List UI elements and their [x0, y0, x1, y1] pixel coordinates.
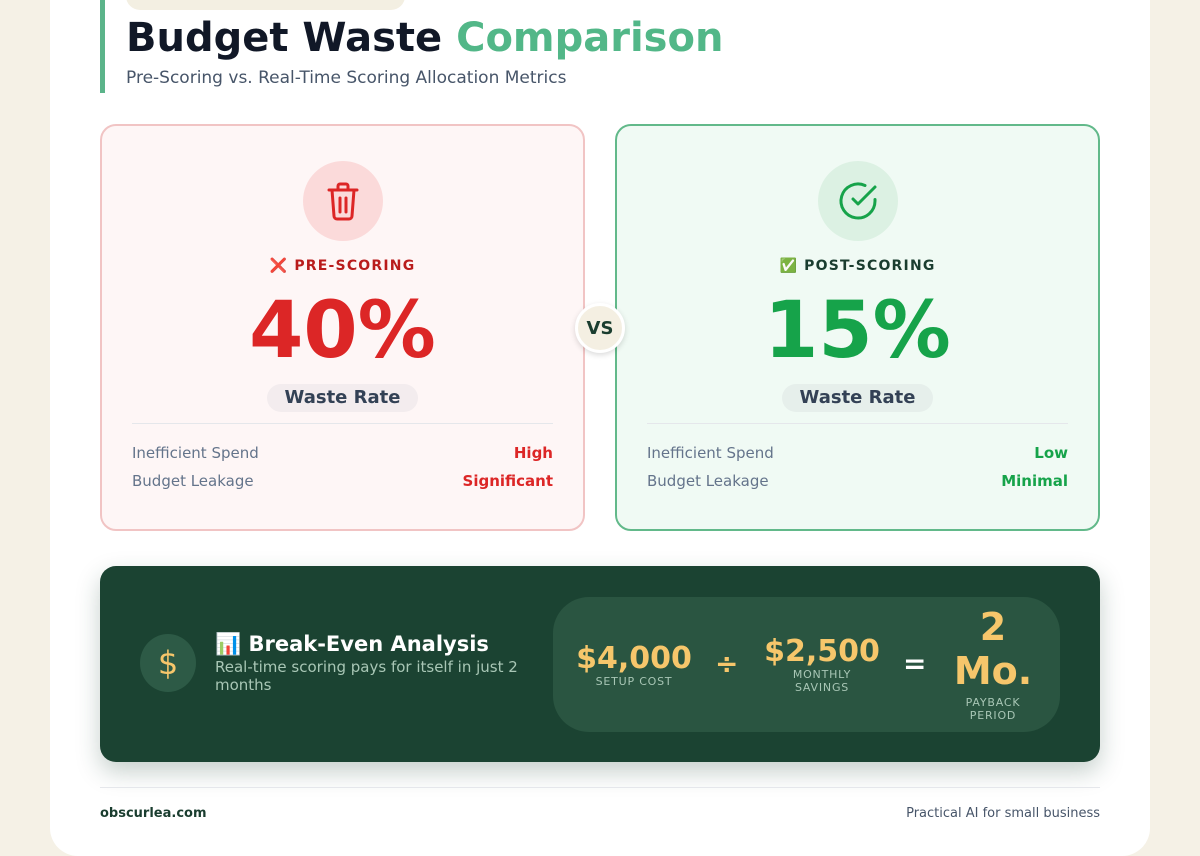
- divider: [132, 423, 553, 424]
- break-even-title: 📊 Break-Even Analysis: [215, 632, 489, 656]
- metric-row: Inefficient Spend High: [132, 444, 553, 462]
- metric-value: Significant: [462, 472, 553, 490]
- post-scoring-label: ✅ POST-SCORING: [779, 258, 936, 274]
- payback-value: 2 Mo.: [953, 605, 1033, 693]
- page-title: Budget Waste Comparison: [126, 14, 723, 62]
- title-accent: Comparison: [456, 15, 724, 61]
- footer-divider: [100, 787, 1100, 788]
- post-scoring-card: ✅ POST-SCORING 15% Waste Rate Inefficien…: [615, 124, 1100, 531]
- vs-badge: VS: [575, 303, 625, 353]
- metric-key: Inefficient Spend: [132, 444, 259, 462]
- metric-key: Budget Leakage: [647, 472, 769, 490]
- monthly-savings-caption: MONTHLY SAVINGS: [792, 668, 852, 694]
- payback-caption: PAYBACK PERIOD: [965, 696, 1021, 722]
- pre-waste-value: 40%: [249, 286, 436, 376]
- eyebrow-badge: ⚡ ALLOCATION INTELLIGENCE: [126, 0, 405, 10]
- trash-icon: [303, 161, 383, 241]
- setup-cost-caption: SETUP COST: [595, 675, 673, 688]
- metric-value: Minimal: [1001, 472, 1068, 490]
- equals-icon: =: [903, 647, 927, 680]
- metric-value: Low: [1034, 444, 1068, 462]
- post-waste-pill: Waste Rate: [781, 384, 934, 412]
- metric-row: Budget Leakage Significant: [132, 472, 553, 490]
- divider: [647, 423, 1068, 424]
- page-subtitle: Pre-Scoring vs. Real-Time Scoring Alloca…: [126, 68, 567, 88]
- break-even-subtitle: Real-time scoring pays for itself in jus…: [215, 658, 518, 694]
- check-circle-icon: [818, 161, 898, 241]
- pre-waste-pill: Waste Rate: [266, 384, 419, 412]
- divide-icon: ÷: [715, 647, 739, 680]
- metric-key: Inefficient Spend: [647, 444, 774, 462]
- metric-key: Budget Leakage: [132, 472, 254, 490]
- break-even-banner: $ 📊 Break-Even Analysis Real-time scorin…: [100, 566, 1100, 762]
- footer-tagline: Practical AI for small business: [906, 806, 1100, 821]
- post-waste-value: 15%: [764, 286, 951, 376]
- metric-value: High: [513, 444, 553, 462]
- header: ⚡ ALLOCATION INTELLIGENCE Budget Waste C…: [100, 0, 723, 93]
- title-main: Budget Waste: [126, 15, 443, 61]
- pre-scoring-card: ❌ PRE-SCORING 40% Waste Rate Inefficient…: [100, 124, 585, 531]
- metric-row: Budget Leakage Minimal: [647, 472, 1068, 490]
- metric-row: Inefficient Spend Low: [647, 444, 1068, 462]
- monthly-savings-value: $2,500: [764, 634, 880, 669]
- dollar-icon: $: [140, 634, 196, 692]
- footer-site: obscurlea.com: [100, 806, 207, 821]
- payback-calculation: $4,000 SETUP COST ÷ $2,500 MONTHLY SAVIN…: [553, 597, 1060, 732]
- pre-scoring-label: ❌ PRE-SCORING: [269, 258, 416, 274]
- setup-cost-value: $4,000: [576, 641, 692, 676]
